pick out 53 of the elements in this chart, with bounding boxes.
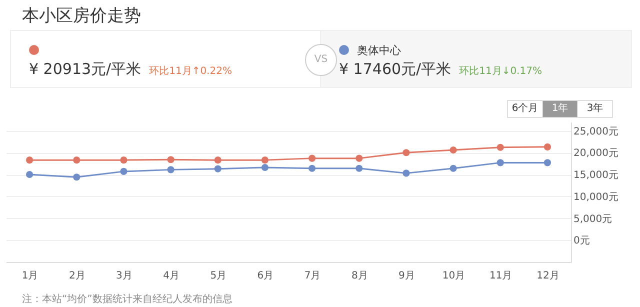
point: [308, 154, 316, 162]
text: 环比11月↓0.17%: [459, 66, 542, 77]
point: [73, 174, 80, 181]
y-tick-label: 10,000元: [574, 192, 618, 203]
y-tick-label: 5,000元: [574, 214, 612, 225]
text: VS: [305, 44, 337, 76]
x-tick-label: 6月: [257, 270, 274, 282]
point: [261, 156, 268, 164]
x-tick-label: 12月: [536, 270, 560, 282]
y-tick-label: 0元: [574, 236, 590, 247]
x-tick-label: 5月: [210, 270, 227, 282]
x-tick-label: 9月: [398, 270, 415, 282]
x-tick-label: 11月: [490, 270, 512, 282]
text: 1年: [542, 100, 578, 118]
point: [120, 156, 128, 164]
text: 3年: [577, 100, 613, 118]
x-tick-label: 1月: [22, 270, 38, 282]
point: [450, 146, 457, 154]
y-tick-label: 25,000元: [574, 126, 618, 138]
x-tick-label: 3月: [116, 270, 132, 282]
point: [120, 168, 128, 175]
point: [544, 159, 551, 166]
text: 6个月: [507, 100, 543, 118]
text: 注：本站“均价”数据统计来自经纪人发布的信息: [22, 292, 232, 306]
point: [26, 170, 34, 178]
x-tick-label: 4月: [163, 270, 180, 282]
point: [496, 144, 504, 151]
text: ¥ 17460元/平米: [339, 60, 452, 78]
point: [214, 156, 222, 164]
point: [167, 156, 174, 164]
point: [73, 156, 80, 164]
point: [261, 164, 268, 172]
text: 环比11月↑0.22%: [149, 66, 232, 77]
legend-label: 奥体中心: [357, 44, 401, 57]
x-tick-label: 7月: [304, 270, 321, 282]
chart-title: 本小区房价走势: [22, 5, 141, 27]
text: ¥ 20913元/平米: [29, 60, 142, 78]
point: [356, 154, 363, 162]
x-tick-label: 2月: [68, 270, 86, 282]
point: [308, 164, 316, 172]
y-tick-label: 15,000元: [574, 170, 618, 181]
point: [450, 164, 457, 172]
point: [167, 166, 174, 174]
x-tick-label: 8月: [351, 270, 368, 282]
point: [544, 143, 551, 150]
point: [402, 149, 410, 156]
y-tick-label: 20,000元: [574, 148, 618, 160]
point: [214, 165, 222, 172]
point: [496, 159, 504, 166]
point: [26, 156, 34, 164]
point: [356, 164, 363, 172]
x-tick-label: 10月: [442, 270, 466, 282]
point: [402, 170, 410, 177]
